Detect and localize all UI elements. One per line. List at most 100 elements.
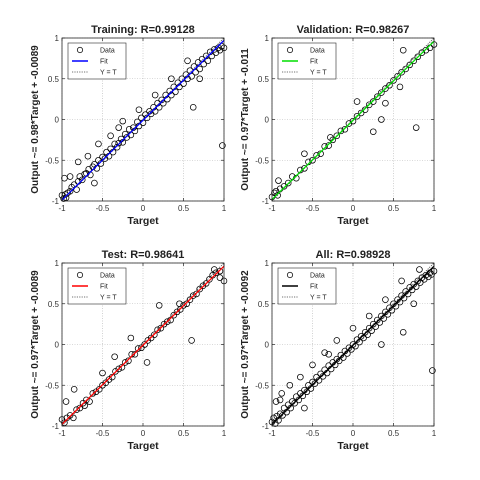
data-point — [188, 337, 195, 344]
legend-label: Y = T — [100, 70, 117, 77]
data-point — [272, 398, 280, 405]
data-point — [212, 269, 220, 277]
data-point — [95, 386, 103, 393]
panel-title: Training: R=0.99128 — [91, 24, 195, 36]
data-point — [396, 83, 404, 91]
x-tick-label: -0.5 — [306, 204, 320, 213]
y-tick-label: 0 — [265, 116, 270, 125]
data-point — [66, 173, 74, 180]
y-axis-label: Output ~= 0.97*Target + -0.0089 — [30, 270, 41, 419]
data-point — [99, 369, 106, 377]
data-point — [301, 150, 308, 158]
x-tick-label: 0 — [351, 429, 356, 438]
panel-title: All: R=0.98928 — [316, 249, 391, 261]
x-axis-label: Target — [127, 215, 159, 227]
data-point — [378, 341, 385, 348]
data-point — [369, 128, 377, 136]
data-point — [386, 304, 393, 312]
y-tick-label: 0.5 — [258, 300, 270, 309]
x-tick-label: -1 — [268, 429, 276, 438]
data-point — [115, 365, 122, 373]
panel-title: Test: R=0.98641 — [102, 249, 185, 261]
y-tick-label: -1 — [52, 197, 60, 206]
data-point — [219, 142, 226, 149]
data-point — [295, 396, 303, 404]
data-point — [315, 377, 323, 384]
data-point — [410, 300, 418, 308]
data-point — [428, 271, 435, 278]
data-point — [151, 331, 158, 338]
data-point — [121, 359, 129, 366]
data-point — [97, 160, 105, 167]
data-point — [429, 367, 436, 374]
data-point — [303, 388, 311, 396]
data-point — [325, 351, 332, 358]
data-point — [365, 312, 373, 320]
data-point — [394, 73, 401, 80]
y-tick-label: -0.5 — [45, 156, 59, 165]
data-point — [319, 373, 327, 380]
legend-label: Fit — [100, 284, 108, 291]
data-point — [353, 336, 361, 343]
data-point — [192, 68, 199, 76]
data-point — [272, 187, 280, 195]
legend-label: Y = T — [100, 295, 117, 302]
legend: Data Fit Y = T — [67, 42, 127, 80]
data-point — [365, 324, 373, 332]
data-point — [70, 414, 77, 422]
data-point — [349, 324, 357, 332]
data-point — [184, 57, 191, 65]
data-point — [325, 142, 332, 149]
data-point — [141, 341, 148, 348]
legend-label: Data — [100, 48, 115, 55]
y-tick-label: -0.5 — [255, 381, 269, 390]
data-point — [70, 386, 78, 393]
data-point — [279, 412, 286, 419]
data-point — [329, 136, 337, 144]
data-point — [113, 143, 121, 151]
x-tick-label: -1 — [58, 429, 66, 438]
data-point — [382, 308, 389, 316]
panel-title: Validation: R=0.98267 — [297, 24, 410, 36]
y-tick-label: 1 — [265, 259, 270, 268]
data-point — [369, 320, 377, 328]
data-point — [398, 68, 405, 76]
data-point — [311, 380, 319, 387]
legend-label: Fit — [310, 284, 318, 291]
x-tick-label: -0.5 — [96, 204, 110, 213]
x-tick-label: 0 — [351, 204, 356, 213]
y-tick-label: 0 — [55, 116, 60, 125]
data-point — [353, 98, 361, 105]
data-point — [143, 359, 151, 366]
y-tick-label: 0.5 — [48, 75, 60, 84]
data-point — [390, 77, 397, 84]
data-point — [115, 124, 122, 131]
data-point — [399, 46, 407, 54]
data-point — [111, 353, 118, 361]
data-point — [412, 124, 420, 131]
y-tick-label: -1 — [52, 422, 60, 431]
regression-panel-2: -1 -0.5 0 0.5 1 -1 -0.5 0 0.5 1 Validation: R=0.98… — [240, 24, 438, 227]
legend: Data Fit Y = T — [277, 267, 337, 305]
data-point — [135, 106, 143, 113]
data-point — [206, 276, 213, 283]
data-point — [131, 351, 139, 358]
data-point — [89, 390, 97, 397]
fit-line — [271, 265, 435, 425]
data-point — [374, 93, 381, 100]
x-axis-label: Target — [337, 440, 369, 452]
data-point — [107, 132, 114, 140]
data-point — [284, 179, 292, 187]
data-point — [406, 61, 413, 69]
data-point — [321, 143, 328, 150]
data-point — [301, 165, 308, 172]
data-point — [183, 300, 191, 308]
data-point — [399, 328, 407, 336]
data-point — [337, 127, 345, 135]
x-tick-label: -1 — [58, 204, 66, 213]
data-point — [333, 337, 341, 344]
data-point — [188, 73, 195, 80]
legend-label: Data — [100, 273, 115, 280]
data-point — [276, 396, 284, 404]
data-point — [278, 390, 285, 397]
